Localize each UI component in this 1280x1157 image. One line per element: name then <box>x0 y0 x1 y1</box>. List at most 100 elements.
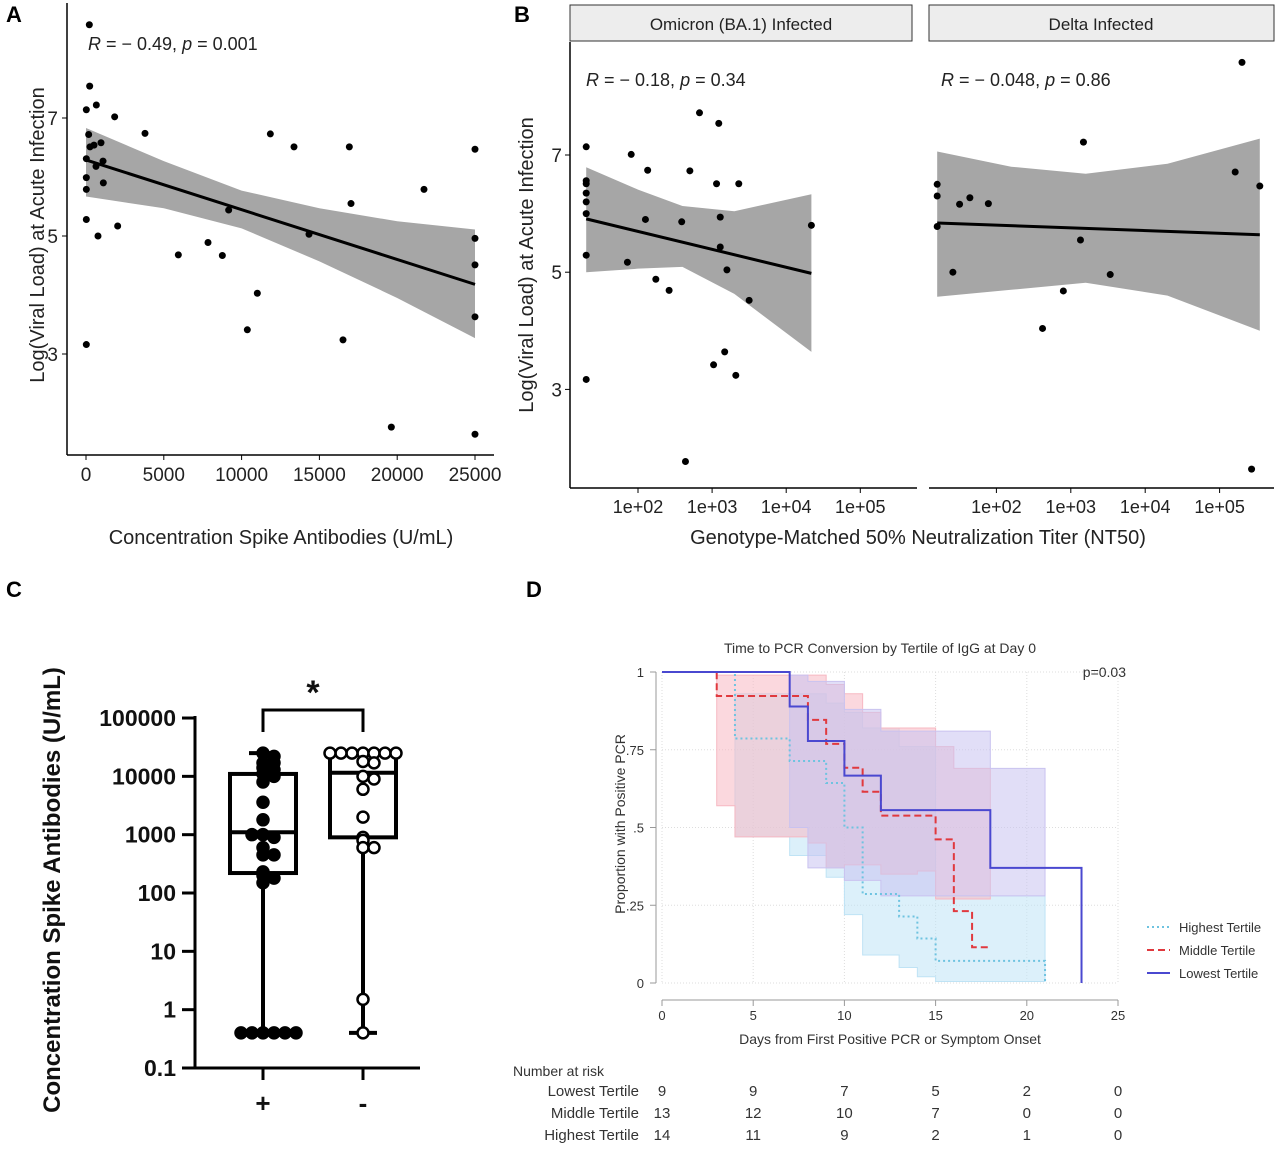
data-point <box>356 1026 370 1040</box>
data-point <box>267 848 281 862</box>
y-tick-label: 1000 <box>125 822 176 848</box>
risk-value: 9 <box>749 1083 757 1100</box>
data-point <box>582 198 590 206</box>
panel-a-xlabel: Concentration Spike Antibodies (U/mL) <box>109 527 454 549</box>
data-point <box>256 1026 270 1040</box>
risk-value: 14 <box>654 1127 671 1144</box>
data-point <box>644 166 652 174</box>
data-point <box>267 830 281 845</box>
x-tick-label: 10000 <box>215 465 268 486</box>
data-point <box>339 336 347 344</box>
data-point <box>681 457 689 465</box>
data-point <box>471 234 479 242</box>
facet-delta: 1e+02 1e+03 1e+04 1e+05 <box>929 58 1274 517</box>
x-tick-label: 1e+03 <box>1046 497 1097 517</box>
data-point <box>290 143 298 151</box>
panel-b-annotation-delta: R = − 0.048, p = 0.86 <box>941 70 1111 90</box>
data-point <box>92 101 100 109</box>
y-tick-label: 0 <box>637 976 644 991</box>
data-point <box>356 810 370 824</box>
data-point <box>1039 324 1047 332</box>
data-point <box>218 251 226 259</box>
y-tick-label: 7 <box>551 146 562 167</box>
data-point <box>86 143 94 151</box>
data-point <box>471 430 479 438</box>
y-tick-label: 10000 <box>112 763 176 789</box>
data-point <box>1238 58 1246 66</box>
data-point <box>82 185 90 193</box>
panel-a-annotation: R = − 0.49, p = 0.001 <box>88 34 258 54</box>
data-point <box>356 992 370 1007</box>
data-point <box>347 200 355 208</box>
risk-value: 9 <box>840 1127 848 1144</box>
data-point <box>82 174 90 182</box>
data-point <box>713 180 721 188</box>
data-point <box>245 1026 259 1040</box>
data-point <box>933 222 941 230</box>
facet-omicron: 1e+02 1e+03 1e+04 1e+05 <box>570 109 917 517</box>
risk-value: 0 <box>1023 1105 1031 1122</box>
data-point <box>82 106 90 114</box>
data-point <box>345 143 353 151</box>
data-point <box>99 179 107 187</box>
km-curve-middle-tertile <box>662 671 991 949</box>
risk-value: 1 <box>1023 1127 1031 1144</box>
confidence-band <box>86 128 475 339</box>
data-point <box>256 813 270 827</box>
km-curve-highest-tertile <box>662 671 1047 983</box>
data-point <box>253 289 261 297</box>
data-point <box>627 150 635 158</box>
data-point <box>582 375 590 383</box>
data-point <box>225 206 233 214</box>
x-tick-label: 1e+05 <box>1194 497 1245 517</box>
data-point <box>243 326 251 334</box>
x-tick-label: 25000 <box>449 465 502 486</box>
data-point <box>665 286 673 294</box>
x-tick-label: 0 <box>81 465 92 486</box>
y-tick-label: 100 <box>138 880 176 906</box>
data-point <box>695 109 703 117</box>
data-point <box>305 230 313 238</box>
data-point <box>141 129 149 137</box>
x-tick-label: 15000 <box>293 465 346 486</box>
panel-d-title: Time to PCR Conversion by Tertile of IgG… <box>724 640 1036 656</box>
data-point <box>256 795 270 809</box>
box-group-negative: - <box>323 746 403 1118</box>
panel-letter-c: C <box>6 577 22 602</box>
legend-item: Highest Tertile <box>1147 920 1261 935</box>
data-point <box>278 1026 292 1040</box>
x-tick-label: 20 <box>1020 1008 1034 1023</box>
data-point <box>582 210 590 218</box>
confidence-band <box>937 138 1260 331</box>
data-point <box>267 769 281 784</box>
data-point <box>716 243 724 251</box>
x-tick-label: 1e+05 <box>835 497 886 517</box>
data-point <box>956 200 964 208</box>
regression-line <box>937 221 1260 237</box>
data-point <box>345 746 359 760</box>
risk-value: 10 <box>836 1105 853 1122</box>
risk-value: 2 <box>931 1127 939 1144</box>
data-point <box>420 185 428 193</box>
panel-c-boxplot: 0.1 1 10 100 1000 10000 100000 + - <box>99 705 420 1118</box>
y-tick-label: 3 <box>47 345 58 366</box>
data-point <box>389 746 403 760</box>
data-point <box>204 238 212 246</box>
panel-d-xlabel: Days from First Positive PCR or Symptom … <box>739 1031 1041 1047</box>
data-point <box>1059 287 1067 295</box>
x-tick-label: 1e+03 <box>687 497 738 517</box>
data-point <box>641 215 649 223</box>
x-tick-label: 20000 <box>371 465 424 486</box>
panel-b-ylabel: Log(Viral Load) at Acute Infection <box>516 117 538 412</box>
data-point <box>387 423 395 431</box>
data-point <box>471 261 479 269</box>
data-point <box>256 848 270 862</box>
x-tick-label: 10 <box>837 1008 851 1023</box>
data-point <box>367 772 381 786</box>
y-tick-label: 5 <box>551 263 562 284</box>
panel-b-faceted-scatter: 1e+02 1e+03 1e+04 1e+05 1e+02 1e+03 1e+04 1e+05… <box>551 42 1274 517</box>
data-point <box>82 215 90 223</box>
data-point <box>86 82 94 90</box>
data-point <box>933 192 941 200</box>
